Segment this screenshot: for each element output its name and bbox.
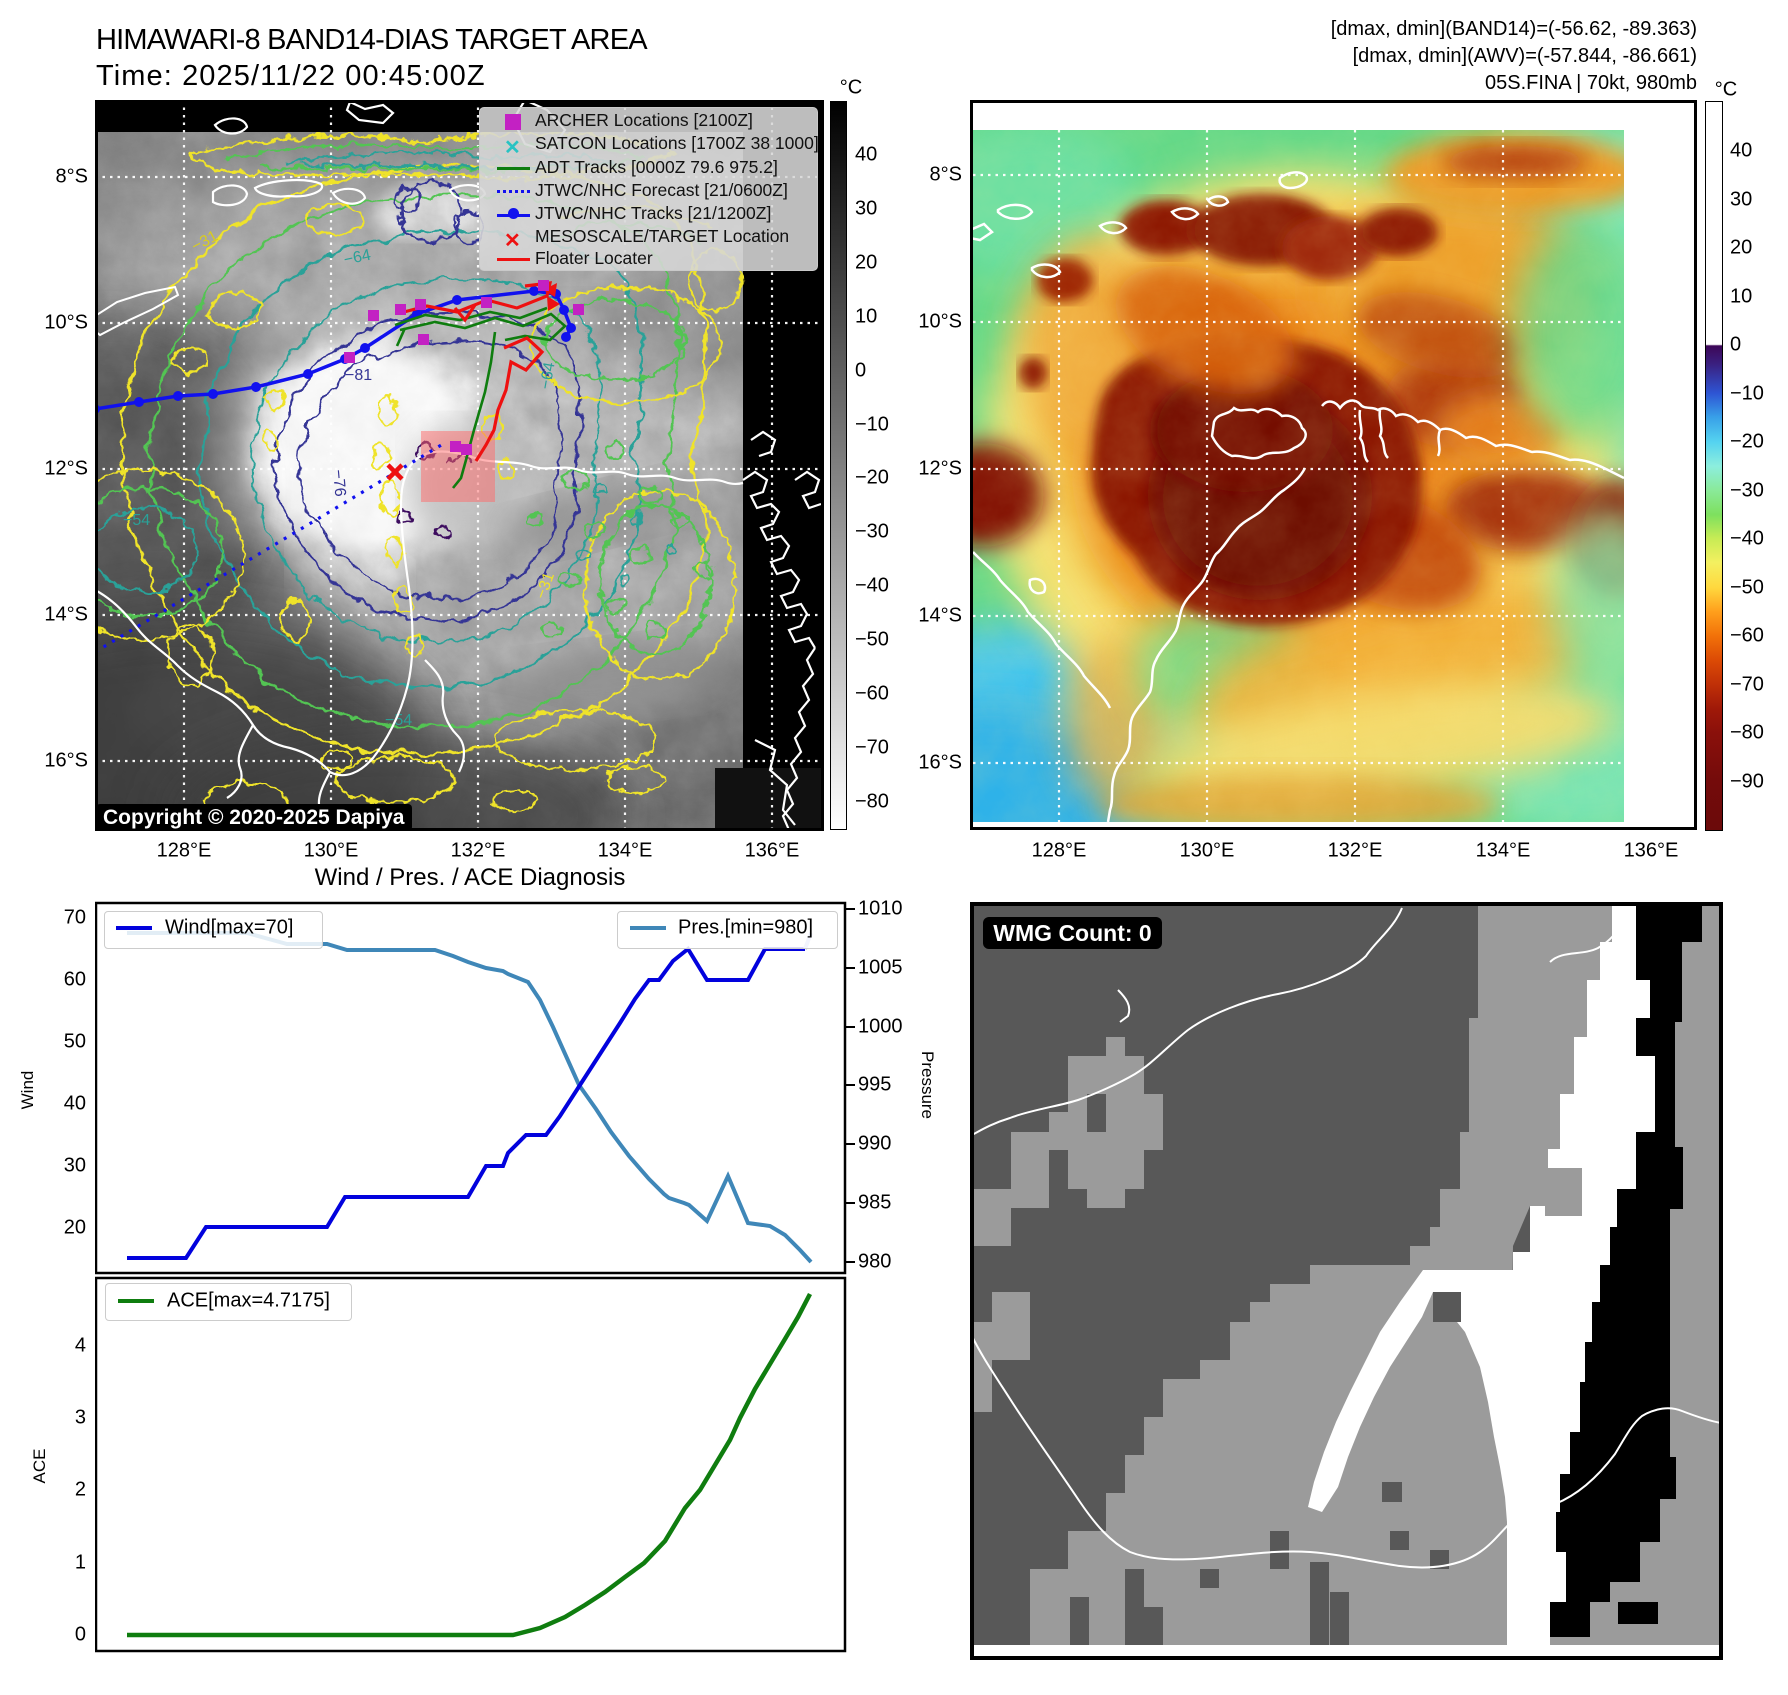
svg-text:−54: −54 (123, 512, 150, 529)
svg-text:−64: −64 (342, 247, 372, 269)
svg-text:−54: −54 (385, 712, 412, 729)
svg-text:−76: −76 (329, 469, 348, 498)
svg-text:−81: −81 (345, 367, 372, 384)
svg-text:−64: −64 (537, 361, 558, 391)
